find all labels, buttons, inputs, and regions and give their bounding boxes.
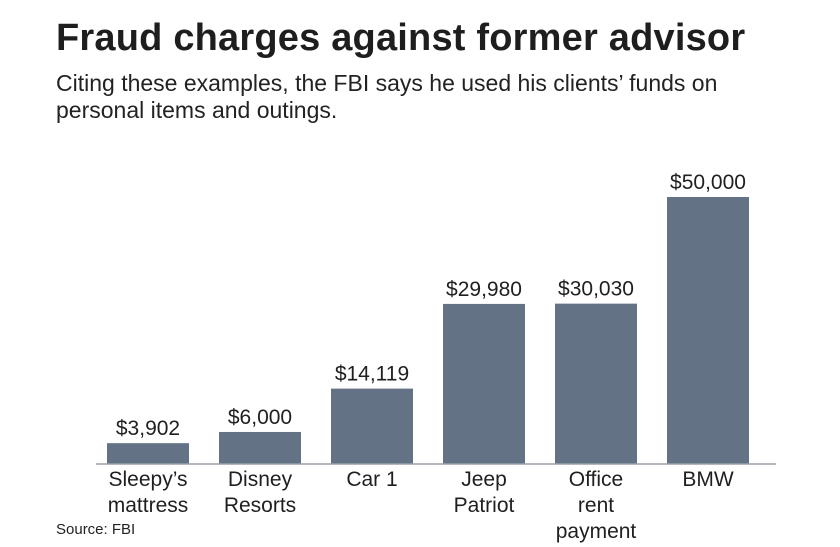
category-label-line: payment bbox=[556, 520, 637, 543]
category-label-line: Sleepy’s bbox=[109, 468, 188, 491]
category-label-line: mattress bbox=[108, 494, 189, 517]
value-label: $29,980 bbox=[446, 278, 522, 301]
bar bbox=[667, 197, 749, 464]
bars bbox=[107, 197, 749, 464]
chart-title: Fraud charges against former advisor bbox=[56, 17, 746, 59]
value-labels: $3,902 $6,000 $14,119 $29,980 $30,030 $50,000 bbox=[116, 171, 746, 440]
value-label: $14,119 bbox=[335, 363, 409, 386]
category-label: Disney Resorts bbox=[224, 468, 296, 517]
category-label-line: Office bbox=[569, 468, 623, 491]
category-label: Car 1 bbox=[346, 468, 397, 491]
bar bbox=[331, 388, 413, 464]
value-label: $30,030 bbox=[558, 278, 634, 301]
bar bbox=[107, 443, 189, 464]
bar bbox=[219, 431, 301, 464]
category-label-line: rent bbox=[578, 494, 614, 517]
category-label-line: BMW bbox=[682, 468, 734, 491]
category-label-line: Resorts bbox=[224, 494, 296, 517]
chart-subtitle: Citing these examples, the FBI says he u… bbox=[56, 70, 718, 123]
source-note: Source: FBI bbox=[56, 521, 136, 538]
category-label-line: Car 1 bbox=[346, 468, 397, 491]
category-label-line: Jeep bbox=[461, 468, 507, 491]
value-label: $50,000 bbox=[670, 171, 746, 194]
bar bbox=[443, 303, 525, 464]
category-label: Sleepy’s mattress bbox=[108, 468, 189, 517]
value-label: $6,000 bbox=[228, 406, 292, 429]
category-label-line: Patriot bbox=[454, 494, 515, 517]
category-label: BMW bbox=[682, 468, 734, 491]
category-label: Jeep Patriot bbox=[454, 468, 515, 517]
category-label-line: Disney bbox=[228, 468, 293, 491]
category-label: Office rent payment bbox=[556, 468, 637, 543]
category-labels: Sleepy’s mattress Disney Resorts Car 1 Jeep Pa… bbox=[108, 468, 734, 543]
bar bbox=[555, 303, 637, 464]
value-label: $3,902 bbox=[116, 417, 180, 440]
